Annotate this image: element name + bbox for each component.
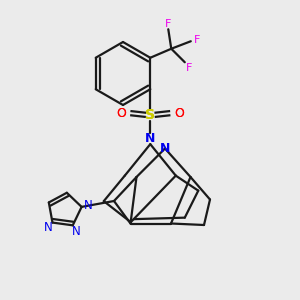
Text: O: O: [116, 107, 126, 120]
Text: N: N: [84, 199, 92, 212]
Text: N: N: [160, 142, 170, 155]
Text: O: O: [174, 107, 184, 120]
Text: F: F: [165, 19, 172, 29]
Text: N: N: [145, 132, 155, 145]
Text: S: S: [145, 108, 155, 122]
Text: F: F: [194, 35, 201, 45]
Text: F: F: [186, 63, 193, 73]
Text: O: O: [116, 107, 126, 120]
Text: N: N: [71, 225, 80, 238]
Text: S: S: [145, 108, 155, 122]
Text: N: N: [44, 221, 52, 234]
Text: O: O: [174, 107, 184, 120]
